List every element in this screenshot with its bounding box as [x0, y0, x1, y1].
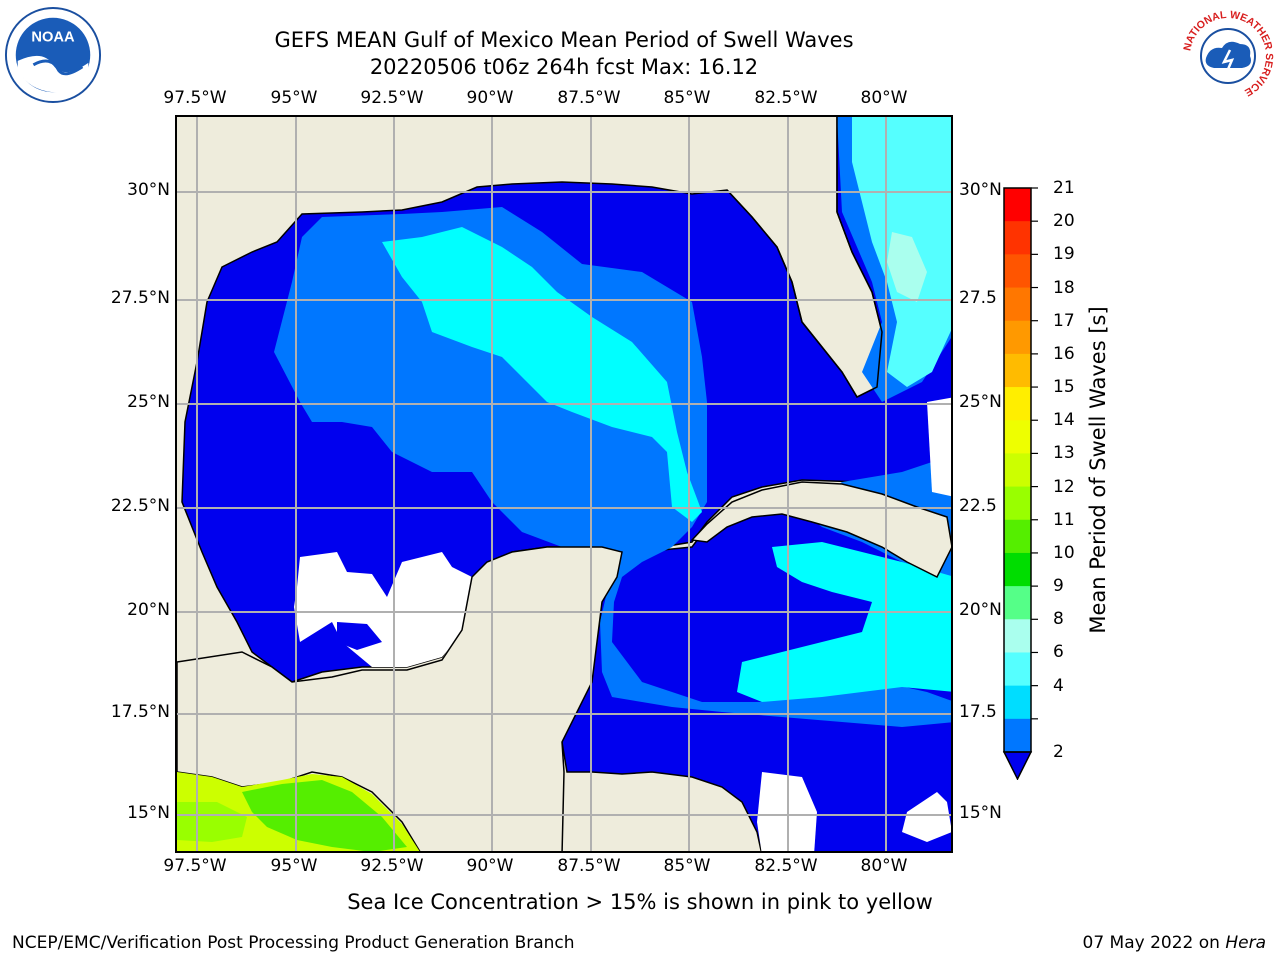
- colorbar-tick-label: 12: [1053, 476, 1075, 497]
- swell-band-cyan-caribbean: [737, 542, 951, 702]
- no-data-patch: [337, 622, 382, 650]
- swell-band-medium: [274, 207, 951, 727]
- colorbar-swatch: [1004, 320, 1031, 355]
- lon-tick-bottom: 82.5°W: [754, 856, 818, 876]
- lon-tick-top: 90°W: [466, 88, 514, 108]
- colorbar-tick-label: 17: [1053, 310, 1075, 331]
- no-data-patch: [927, 397, 951, 497]
- lat-tick-right: 15°N: [959, 803, 1002, 823]
- lon-tick-top: 97.5°W: [163, 88, 227, 108]
- lat-tick-left: 15°N: [127, 803, 170, 823]
- system-name: Hera: [1225, 933, 1266, 953]
- colorbar-under-arrow: [1002, 751, 1033, 780]
- sea-ice-footnote: Sea Ice Concentration > 15% is shown in …: [347, 890, 933, 914]
- colorbar-swatch: [1004, 586, 1031, 620]
- colorbar-swatch: [1004, 718, 1031, 753]
- lat-tick-right: 17.5: [959, 702, 997, 722]
- swell-band-pale-atlantic: [887, 232, 927, 302]
- colorbar-swatch: [1004, 287, 1031, 322]
- colorbar-title: Mean Period of Swell Waves [s]: [1086, 306, 1110, 634]
- map-panel: [175, 115, 953, 853]
- lat-tick-right: 27.5: [959, 288, 997, 308]
- colorbar-tick-label: 19: [1053, 244, 1075, 265]
- date-stamp: 07 May 2022 on Hera: [1083, 933, 1267, 953]
- lon-tick-top: 87.5°W: [557, 88, 621, 108]
- colorbar-swatch: [1004, 619, 1031, 653]
- colorbar-swatch: [1004, 387, 1031, 421]
- date-text: 07 May 2022 on: [1082, 933, 1226, 953]
- yucatan-land: [177, 546, 623, 851]
- colorbar-tick-label: 4: [1053, 675, 1064, 696]
- lat-tick-right: 30°N: [959, 180, 1002, 200]
- colorbar-tick-label: 16: [1053, 343, 1075, 364]
- lat-tick-left: 25°N: [127, 392, 170, 412]
- colorbar-swatch: [1004, 652, 1031, 687]
- lon-tick-top: 80°W: [860, 88, 908, 108]
- noaa-logo-text: NOAA: [31, 29, 75, 45]
- colorbar-tick-label: 21: [1053, 178, 1075, 198]
- colorbar-swatch: [1004, 188, 1031, 222]
- map-subtitle: 20220506 t06z 264h fcst Max: 16.12: [369, 55, 759, 79]
- colorbar-swatch: [1004, 519, 1031, 554]
- colorbar-frame: [1003, 187, 1032, 753]
- lon-tick-top: 82.5°W: [754, 88, 818, 108]
- lat-tick-left: 27.5°N: [110, 288, 170, 308]
- colorbar-swatch: [1004, 453, 1031, 488]
- lon-tick-bottom: 80°W: [860, 856, 908, 876]
- graticule: [177, 117, 951, 851]
- colorbar-tick-label: 2: [1053, 742, 1064, 762]
- colorbar-swatch: [1004, 552, 1031, 587]
- colorbar-swatch: [1004, 221, 1031, 255]
- colorbar-tick-label: 18: [1053, 277, 1075, 298]
- lon-tick-top: 85°W: [663, 88, 711, 108]
- colorbar-swatch: [1004, 685, 1031, 720]
- lon-tick-top: 92.5°W: [360, 88, 424, 108]
- lon-tick-bottom: 97.5°W: [163, 856, 227, 876]
- colorbar-tick-label: 11: [1053, 509, 1075, 530]
- lon-tick-bottom: 87.5°W: [557, 856, 621, 876]
- lat-tick-left: 30°N: [127, 180, 170, 200]
- lon-tick-bottom: 92.5°W: [360, 856, 424, 876]
- map-canvas: [177, 117, 951, 851]
- nws-logo-icon: NATIONAL WEATHER SERVICE: [1181, 9, 1275, 103]
- lat-tick-right: 20°N: [959, 600, 1002, 620]
- colorbar-swatch: [1004, 254, 1031, 289]
- no-data-patch: [902, 792, 951, 842]
- sea-ice-region-inner: [177, 802, 247, 842]
- colorbar: [1002, 187, 1038, 780]
- map-title: GEFS MEAN Gulf of Mexico Mean Period of …: [274, 28, 854, 52]
- no-data-patch: [294, 552, 472, 667]
- colorbar-tick-label: 14: [1053, 410, 1075, 431]
- colorbar-tick-label: 9: [1053, 576, 1064, 597]
- credit-text: NCEP/EMC/Verification Post Processing Pr…: [12, 933, 575, 953]
- colorbar-tick-label: 20: [1053, 211, 1075, 232]
- lat-tick-left: 22.5°N: [110, 496, 170, 516]
- colorbar-swatch: [1004, 420, 1031, 454]
- lon-tick-top: 95°W: [270, 88, 318, 108]
- colorbar-tick-label: 10: [1053, 542, 1075, 563]
- colorbar-swatch: [1004, 353, 1031, 388]
- lat-tick-right: 22.5: [959, 496, 997, 516]
- florida-coast: [726, 117, 883, 398]
- lon-tick-bottom: 85°W: [663, 856, 711, 876]
- lat-tick-right: 25°N: [959, 392, 1002, 412]
- colorbar-swatch: [1004, 486, 1031, 521]
- colorbar-tick-label: 6: [1053, 642, 1064, 663]
- lat-tick-left: 20°N: [127, 600, 170, 620]
- lon-tick-bottom: 90°W: [466, 856, 514, 876]
- colorbar-tick-label: 15: [1053, 377, 1075, 398]
- noaa-logo-icon: NOAA: [4, 6, 102, 104]
- colorbar-tick-label: 8: [1053, 609, 1064, 630]
- lat-tick-left: 17.5°N: [110, 702, 170, 722]
- colorbar-tick-label: 13: [1053, 443, 1075, 464]
- lon-tick-bottom: 95°W: [270, 856, 318, 876]
